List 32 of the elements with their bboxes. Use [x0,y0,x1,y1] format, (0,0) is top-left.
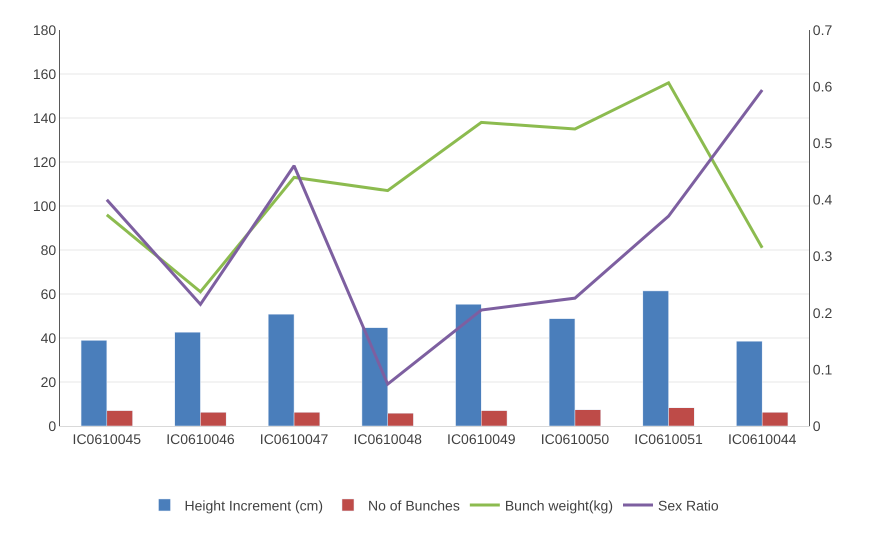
y-tick-label: 120 [32,154,56,170]
y-tick-label: 60 [40,286,56,302]
x-tick-label: IC0610051 [634,430,704,447]
y-tick-label: 0 [48,418,56,434]
x-tick-label: IC0610044 [728,430,797,447]
line-series [105,88,764,386]
legend-label: Sex Ratio [658,497,719,514]
legend-label: Bunch weight(kg) [504,497,613,514]
y2-tick-label: 0.1 [812,361,832,378]
x-tick-label: IC0610047 [260,430,329,447]
y2-tick-label: 0.4 [812,192,832,208]
y-tick-label: 80 [40,242,56,258]
y-tick-label: 20 [40,374,56,390]
x-tick-label: IC0610046 [166,430,235,447]
x-tick-label: IC0610045 [72,430,142,447]
x-tick-label: IC0610050 [540,430,610,447]
y2-tick-label: 0.2 [812,304,832,321]
legend-label: Height Increment (cm) [184,497,323,514]
x-tick-label: IC0610048 [353,430,422,447]
y2-tick-label: 0 [812,418,821,434]
line-series [105,81,764,294]
x-tick-label: IC0610049 [447,430,516,447]
y-tick-label: 40 [40,330,56,346]
legend-label: No of Bunches [368,497,460,514]
y-tick-label: 160 [32,66,56,82]
y-tick-label: 140 [32,110,56,126]
y-tick-label: 100 [32,198,56,214]
y2-tick-label: 0.5 [812,135,832,152]
y2-tick-label: 0.7 [812,22,832,38]
y2-tick-label: 0.6 [812,78,832,94]
y-tick-label: 180 [32,22,56,38]
y2-tick-label: 0.3 [812,248,832,264]
